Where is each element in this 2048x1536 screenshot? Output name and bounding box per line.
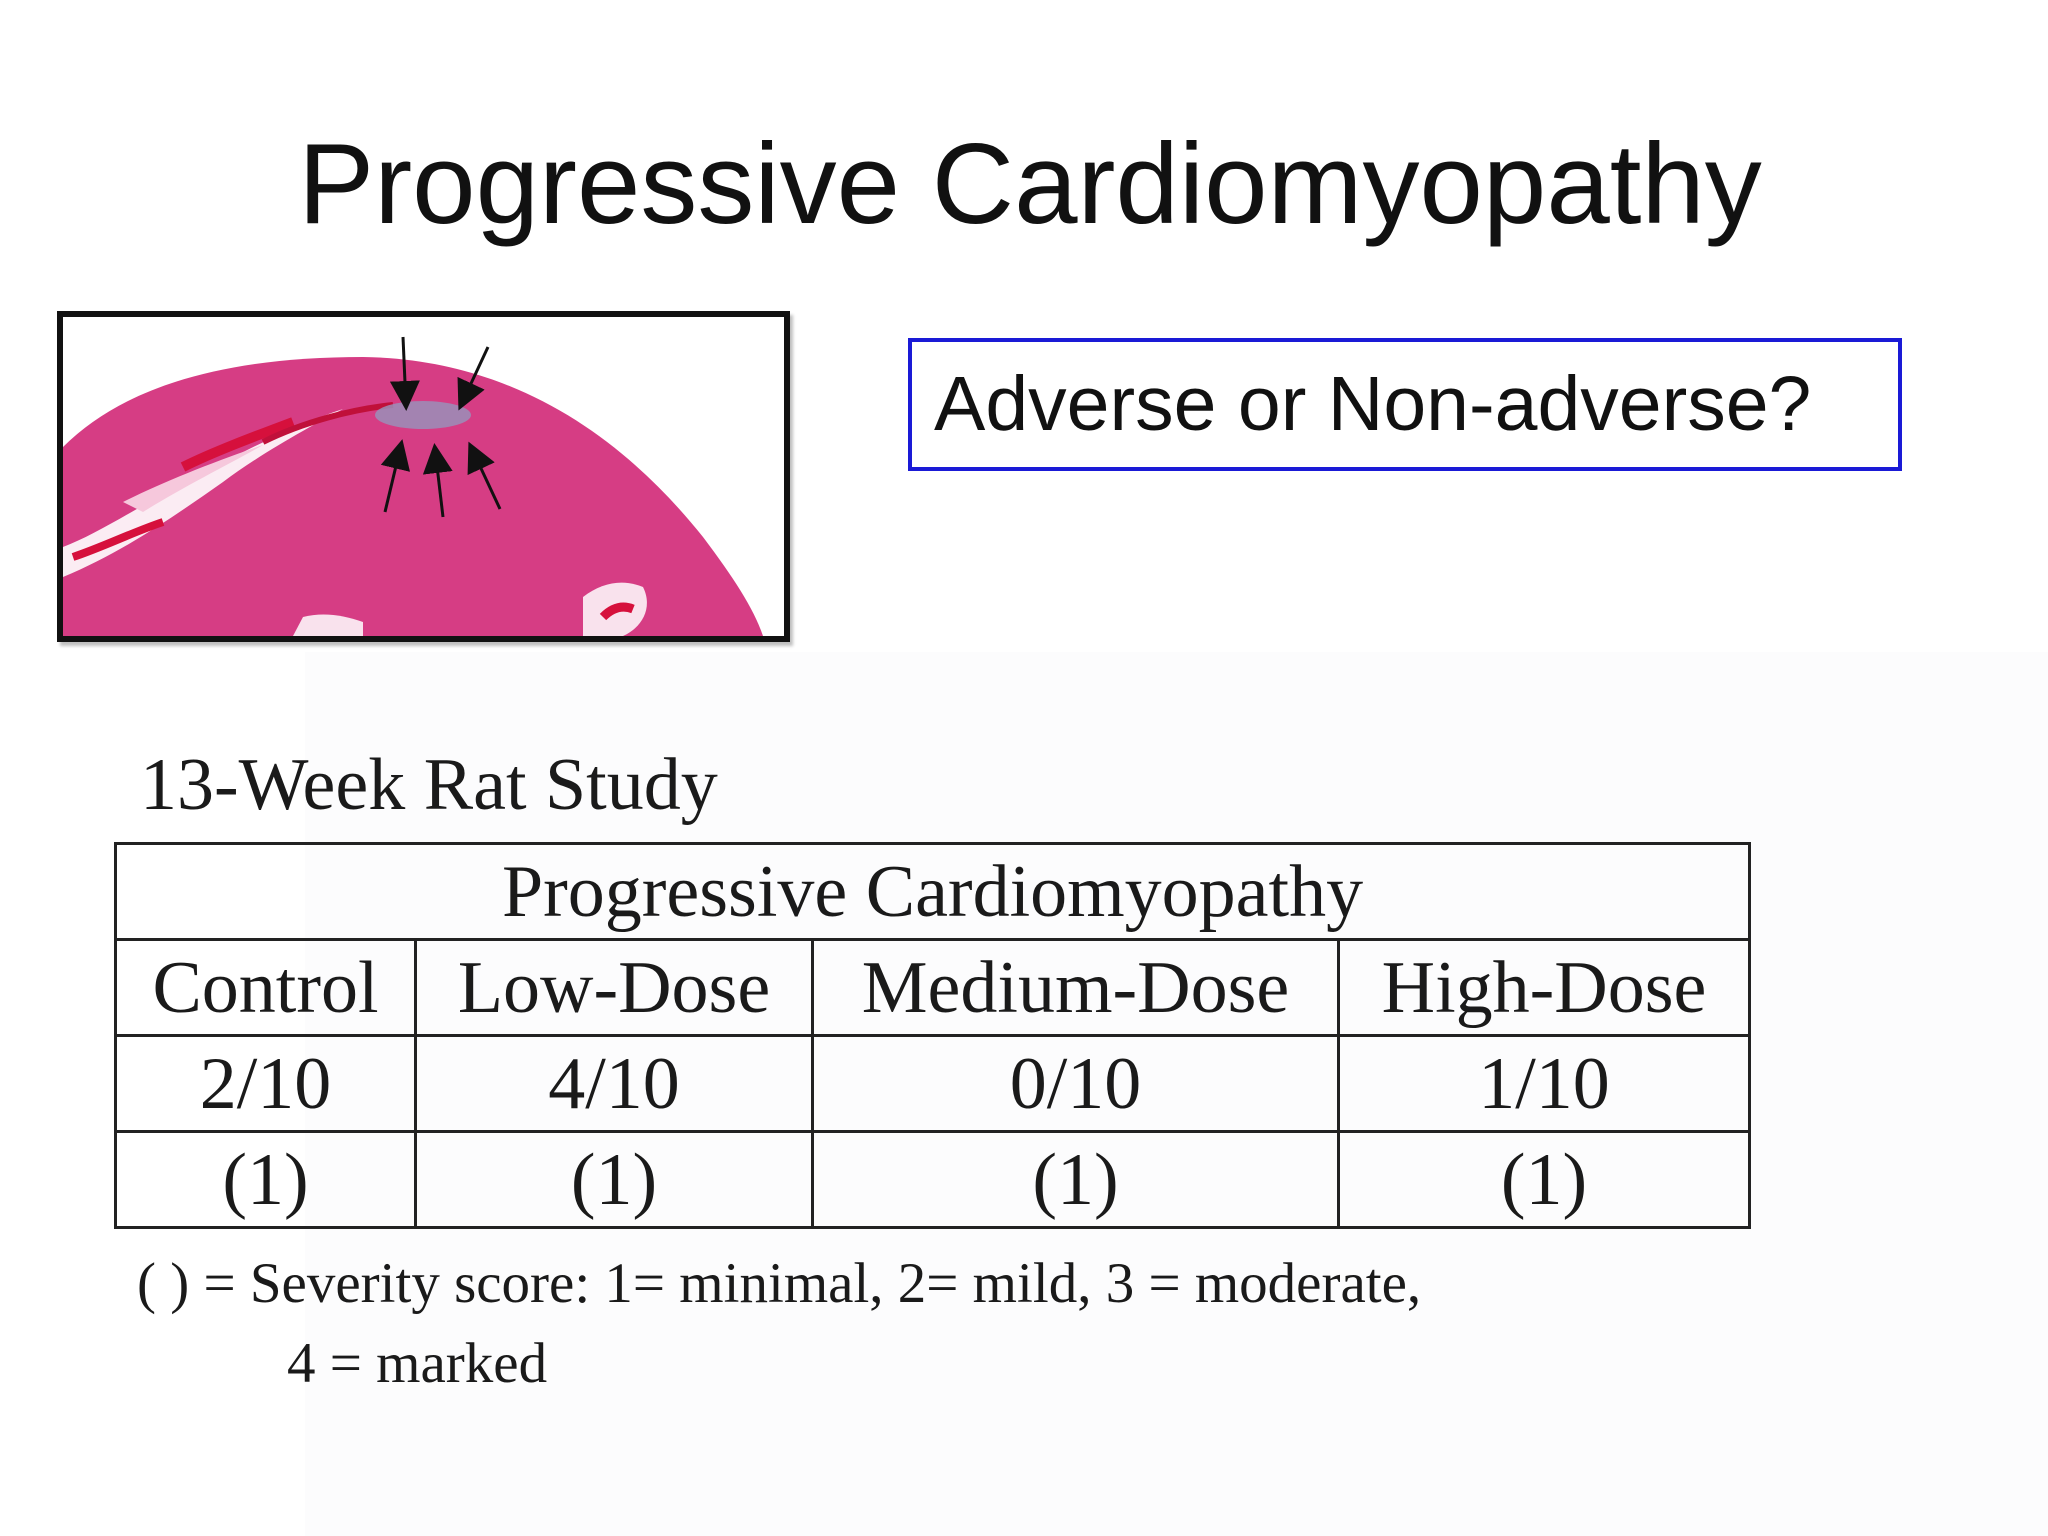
heart-tissue-illustration (63, 317, 784, 636)
table-header-row: Progressive Cardiomyopathy (113, 842, 1752, 941)
table-header: Progressive Cardiomyopathy (113, 842, 1752, 941)
severity-cell: (1) (1336, 1130, 1752, 1229)
severity-cell: (1) (114, 1130, 417, 1229)
footnote-line-1: ( ) = Severity score: 1= minimal, 2= mil… (137, 1252, 1422, 1315)
severity-footnote: ( ) = Severity score: 1= minimal, 2= mil… (137, 1244, 1421, 1404)
question-box: Adverse or Non-adverse? (908, 338, 1902, 471)
column-header: Control (114, 938, 417, 1037)
study-title: 13-Week Rat Study (140, 744, 718, 826)
severity-cell: (1) (811, 1130, 1340, 1229)
slide-title: Progressive Cardiomyopathy (298, 121, 1762, 248)
column-header: Low-Dose (414, 938, 814, 1037)
incidence-cell: 1/10 (1336, 1034, 1752, 1133)
column-header: Medium-Dose (811, 938, 1340, 1037)
footnote-line-2: 4 = marked (287, 1332, 548, 1395)
incidence-cell: 2/10 (114, 1034, 417, 1133)
table-column-row: Control Low-Dose Medium-Dose High-Dose (114, 938, 1752, 1037)
table-row: 2/10 4/10 0/10 1/10 (114, 1034, 1752, 1133)
column-header: High-Dose (1336, 938, 1752, 1037)
severity-cell: (1) (414, 1130, 814, 1229)
incidence-cell: 0/10 (811, 1034, 1340, 1133)
table-row: (1) (1) (1) (1) (114, 1130, 1752, 1229)
histology-image (57, 311, 790, 642)
incidence-cell: 4/10 (414, 1034, 814, 1133)
incidence-table: Progressive Cardiomyopathy Control Low-D… (113, 842, 1752, 1229)
